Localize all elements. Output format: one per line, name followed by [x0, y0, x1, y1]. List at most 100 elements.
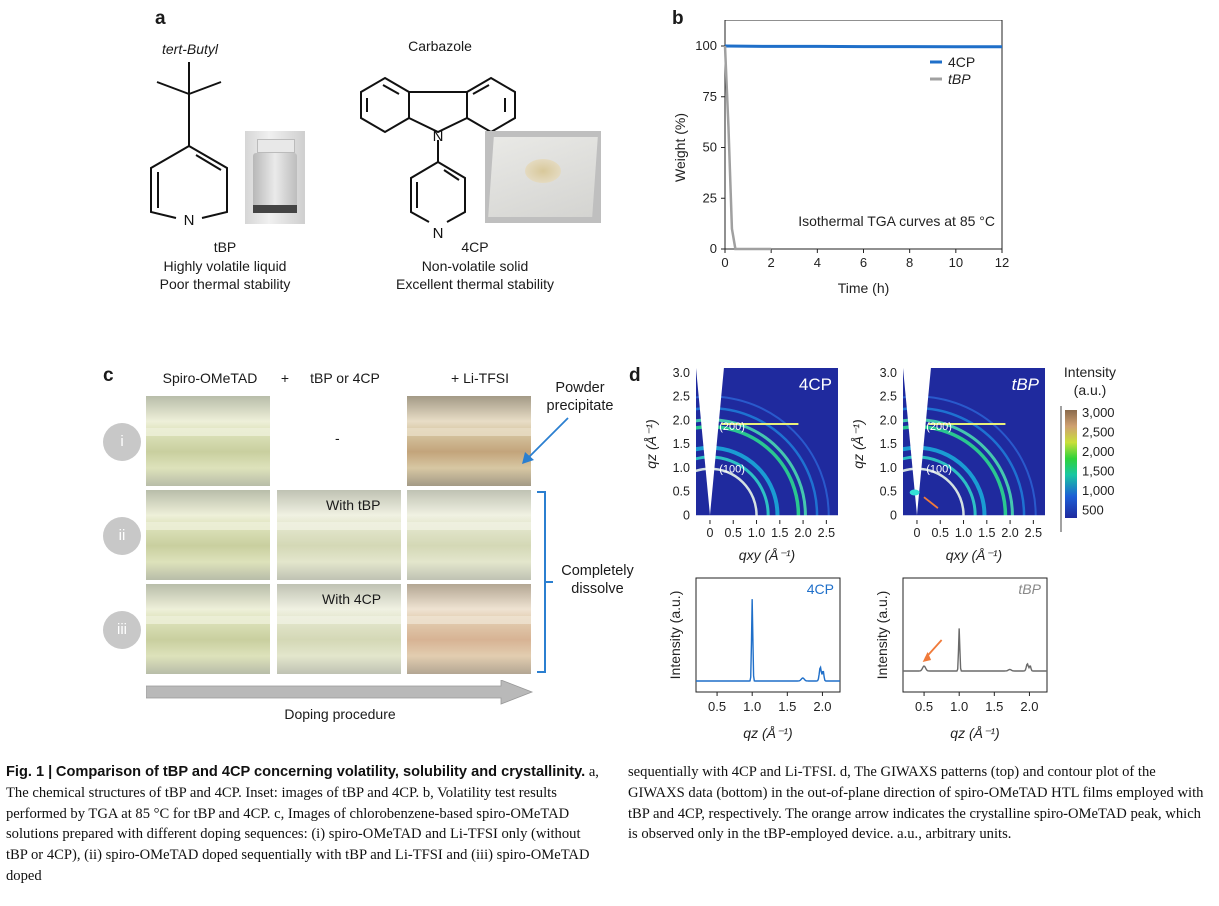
4cp-powder-photo	[485, 131, 601, 223]
line-plot-frame-tbp	[902, 577, 1048, 693]
giwaxs-ytick-label: 3.0	[673, 366, 690, 380]
line-plot-curve-tbp	[903, 628, 1047, 672]
colorbar-title-1: Intensity	[1064, 364, 1116, 380]
tga-legend-label-tbp: tBP	[948, 71, 971, 87]
giwaxs-xtick-label: 1.5	[978, 526, 995, 540]
panel-a-letter: a	[155, 8, 166, 29]
line-plot-xtick-label: 1.0	[743, 699, 761, 714]
giwaxs-ytick-label: 0	[683, 508, 690, 522]
line-plot-frame-4cp	[695, 577, 841, 693]
tbp-heading: tert-Butyl	[161, 41, 218, 57]
tga-ytick-label: 75	[703, 89, 717, 104]
line-plot-xlabel: qz (Å⁻¹)	[950, 725, 999, 741]
colorbar-tick-label: 1,000	[1082, 483, 1115, 498]
colorbar-tick-label: 2,000	[1082, 444, 1115, 459]
line-plot-ylabel: Intensity (a.u.)	[874, 591, 890, 680]
procedure-label: Doping procedure	[284, 706, 396, 722]
giwaxs-ytick-label: 1.0	[673, 461, 690, 475]
giwaxs-ytick-label: 1.0	[880, 461, 897, 475]
tga-annotation: Isothermal TGA curves at 85 °C	[798, 213, 995, 229]
photo-ii-tbp	[277, 490, 401, 580]
giwaxs-ytick-label: 3.0	[880, 366, 897, 380]
4cp-name: 4CP	[461, 239, 489, 255]
tga-xlabel: Time (h)	[838, 280, 890, 296]
4cp-desc-1: Non-volatile solid	[421, 258, 529, 274]
giwaxs-missing-wedge	[696, 368, 724, 516]
line-plot-xtick-label: 1.0	[950, 699, 968, 714]
photo-i-litfsi	[407, 396, 531, 486]
colorbar-tick-label: 2,500	[1082, 425, 1115, 440]
giwaxs-map-label-4cp: 4CP	[799, 375, 832, 394]
photo-iii-4cp	[277, 584, 401, 674]
line-plot-label-tbp: tBP	[1018, 581, 1041, 597]
line-plot-xtick-label: 0.5	[915, 699, 933, 714]
photo-iii-spiro	[146, 584, 270, 674]
line-plot-xtick-label: 2.0	[1020, 699, 1038, 714]
giwaxs-below-horizon	[696, 515, 838, 520]
caption-left: Fig. 1 | Comparison of tBP and 4CP conce…	[6, 762, 602, 887]
giwaxs-xtick-label: 2.0	[794, 526, 811, 540]
giwaxs-crystalline-spot	[909, 489, 920, 496]
giwaxs-xtick-label: 0	[706, 526, 713, 540]
row-i-badge: i	[103, 423, 141, 461]
giwaxs-xtick-label: 1.0	[955, 526, 972, 540]
orange-arrow-head	[922, 652, 932, 662]
photo-i-empty-dash: -	[335, 430, 340, 446]
giwaxs-ytick-label: 0	[890, 508, 897, 522]
giwaxs-xtick-label: 1.5	[771, 526, 788, 540]
carbazole-nitrogen: N	[433, 128, 444, 145]
giwaxs-xtick-label: 2.5	[1025, 526, 1042, 540]
giwaxs-ytick-label: 1.5	[673, 437, 690, 451]
tbp-desc-2: Poor thermal stability	[159, 276, 291, 292]
giwaxs-peak-200: (200)	[926, 421, 952, 433]
giwaxs-peak-100: (100)	[926, 464, 952, 476]
caption-fig-label: Fig. 1 |	[6, 764, 53, 780]
giwaxs-ytick-label: 0.5	[673, 485, 690, 499]
tbp-name: tBP	[213, 239, 237, 255]
giwaxs-xtick-label: 0.5	[932, 526, 949, 540]
tga-ytick-label: 25	[703, 190, 717, 205]
line-plot-xtick-label: 2.0	[813, 699, 831, 714]
giwaxs-xlabel: qxy (Å⁻¹)	[739, 547, 795, 563]
line-plot-xtick-label: 0.5	[708, 699, 726, 714]
tga-chart: 0 25 50 75 100 0 2 4 6 8 10 12 Time (h) Weight (%) 4CP…	[672, 20, 1009, 296]
powder-arrow	[522, 417, 569, 464]
giwaxs-ytick-label: 2.5	[880, 390, 897, 404]
giwaxs-peak-200: (200)	[719, 421, 745, 433]
row-ii-badge: ii	[103, 517, 141, 555]
orange-arrow-map	[923, 496, 939, 509]
tga-legend-label-4cp: 4CP	[948, 54, 975, 70]
tbp-structure: N	[150, 62, 228, 229]
giwaxs-ytick-label: 2.5	[673, 390, 690, 404]
line-plot-xtick-label: 1.5	[985, 699, 1003, 714]
row-iii-badge: iii	[103, 611, 141, 649]
tbp-nitrogen: N	[184, 212, 195, 229]
panel-b-letter: b	[672, 8, 684, 29]
giwaxs-ytick-label: 1.5	[880, 437, 897, 451]
procedure-arrow	[146, 680, 534, 705]
giwaxs-xlabel: qxy (Å⁻¹)	[946, 547, 1002, 563]
giwaxs-ytick-label: 2.0	[673, 413, 690, 427]
col-litfsi-header: + Li-TFSI	[451, 370, 509, 386]
tga-xtick-label: 2	[768, 255, 775, 270]
tga-ylabel: Weight (%)	[672, 113, 688, 182]
tga-ytick-label: 0	[710, 241, 717, 256]
tga-series-tbp-line	[723, 45, 772, 251]
pyridine-nitrogen: N	[433, 225, 444, 240]
dissolve-label-2: dissolve	[571, 581, 624, 597]
giwaxs-ytick-label: 0.5	[880, 485, 897, 499]
giwaxs-xtick-label: 1.0	[748, 526, 765, 540]
giwaxs-ylabel: qz (Å⁻¹)	[643, 419, 659, 468]
caption-left-text: a, The chemical structures of tBP and 4C…	[6, 764, 599, 884]
giwaxs-below-horizon	[903, 515, 1045, 520]
giwaxs-missing-wedge	[903, 368, 931, 516]
line-plot-label-4cp: 4CP	[807, 581, 834, 597]
colorbar-tick-label: 500	[1082, 503, 1104, 518]
colorbar-tick-label: 3,000	[1082, 405, 1115, 420]
tga-series-4cp-line	[724, 44, 1002, 49]
colorbar-title-2: (a.u.)	[1074, 382, 1107, 398]
with-tbp-label: With tBP	[326, 497, 381, 513]
photo-i-spiro	[146, 396, 270, 486]
photo-iii-litfsi	[407, 584, 531, 674]
tga-xtick-label: 12	[995, 255, 1009, 270]
